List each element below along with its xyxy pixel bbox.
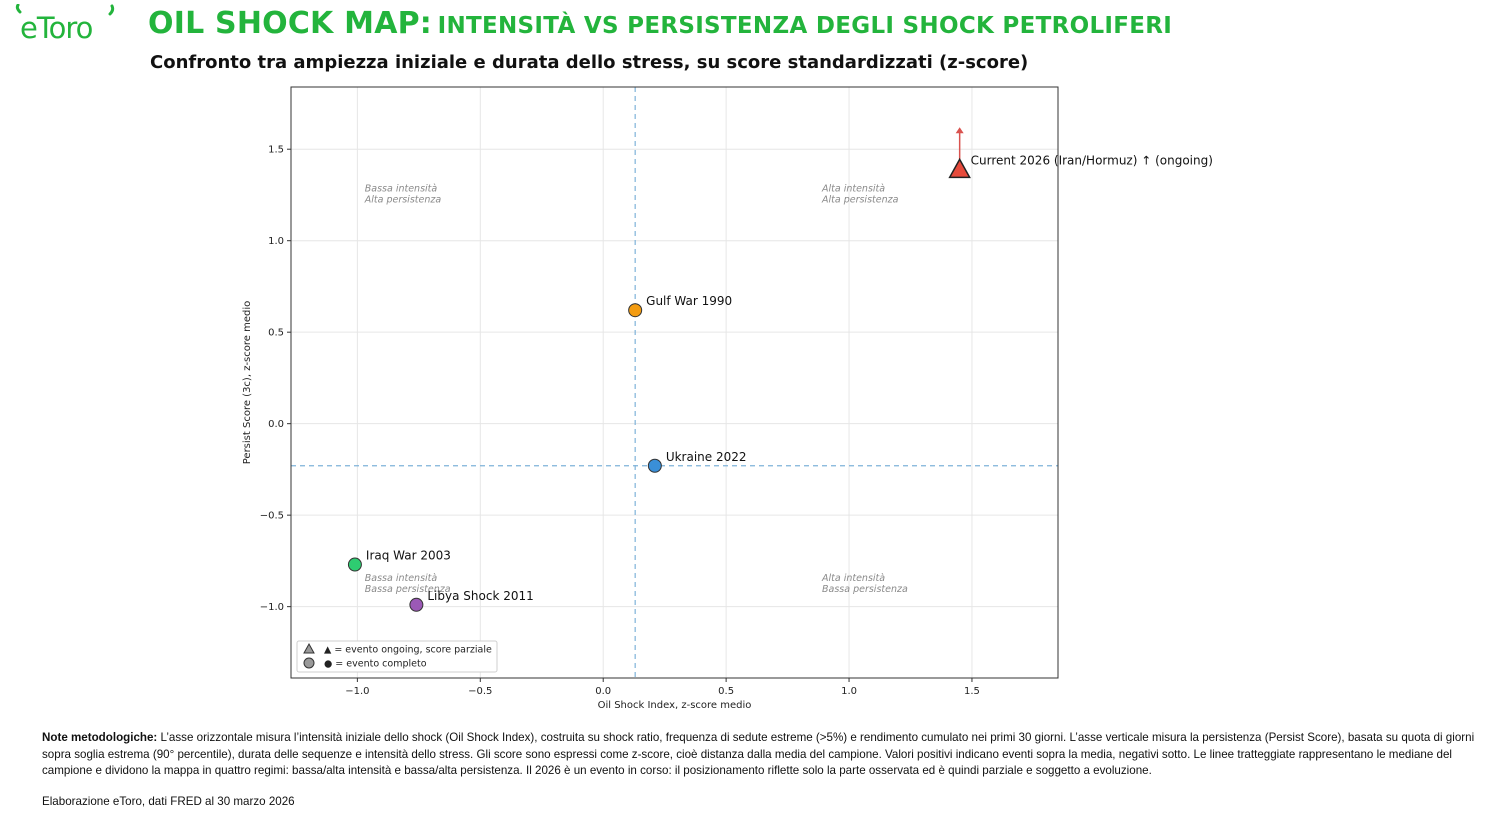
oil-shock-scatter-chart: −1.0 −0.5 0.0 0.5 1.0 1.5 −1.0 −0.5 0.0 0.5 1.0 1.5… (242, 86, 1213, 711)
notes-heading: Note metodologiche: (42, 731, 158, 744)
y-tick-label: 0.5 (268, 328, 284, 339)
legend-entry-text: ● = evento completo (324, 659, 427, 670)
point-marker-triangle (948, 157, 971, 179)
point-marker-circle (409, 597, 424, 612)
point-label: Ukraine 2022 (666, 450, 747, 464)
point-marker-circle (647, 458, 662, 473)
point-label: Current 2026 (Iran/Hormuz) ↑ (ongoing) (971, 153, 1213, 167)
quadrant-label: Alta intensità (821, 183, 885, 194)
y-tick-label: 1.5 (268, 145, 284, 156)
quadrant-label: Bassa intensità (365, 183, 438, 194)
y-tick-label: −1.0 (260, 602, 284, 613)
legend-marker-triangle (303, 642, 315, 654)
title-rest: INTENSITÀ VS PERSISTENZA DEGLI SHOCK PET… (437, 13, 1173, 39)
point-marker-circle (628, 303, 643, 318)
point-label: Iraq War 2003 (366, 549, 451, 563)
page-title: OIL SHOCK MAP: INTENSITÀ VS PERSISTENZA … (148, 6, 1172, 41)
legend-entry-text: ▲ = evento ongoing, score parziale (324, 645, 492, 656)
x-tick-label: 1.0 (841, 686, 857, 697)
y-tick-label: 0.0 (268, 419, 284, 430)
quadrant-label: Bassa intensità (365, 573, 438, 584)
quadrant-label: Bassa persistenza (822, 584, 908, 595)
trend-arrow-icon (955, 127, 964, 134)
etoro-logo-text: eToro (20, 11, 93, 45)
x-tick-label: −1.0 (345, 686, 369, 697)
quadrant-label: Alta persistenza (364, 194, 442, 205)
x-tick-label: 0.5 (718, 686, 734, 697)
x-tick-label: 1.5 (964, 686, 980, 697)
title-main: OIL SHOCK MAP: (148, 6, 433, 41)
legend-marker-circle (303, 657, 315, 669)
plot-frame (290, 86, 1059, 679)
quadrant-label: Alta intensità (821, 573, 885, 584)
legend-box (296, 640, 498, 673)
source-note: Elaborazione eToro, dati FRED al 30 marz… (42, 795, 295, 808)
logo-left-flick-icon (15, 4, 22, 14)
page-subtitle: Confronto tra ampiezza iniziale e durata… (150, 52, 1029, 73)
quadrant-label: Alta persistenza (821, 194, 899, 205)
x-tick-label: −0.5 (468, 686, 492, 697)
logo-right-flick-icon (108, 4, 115, 16)
etoro-logo: eToro (15, 4, 115, 45)
y-axis-label: Persist Score (3c), z-score medio (242, 301, 253, 465)
quadrant-label: Bassa persistenza (365, 584, 451, 595)
y-tick-label: 1.0 (268, 236, 284, 247)
plot-area (291, 87, 1058, 678)
point-marker-circle (347, 557, 362, 572)
point-label: Libya Shock 2011 (427, 589, 533, 603)
y-tick-label: −0.5 (260, 511, 284, 522)
x-tick-label: 0.0 (595, 686, 611, 697)
methodology-notes: Note metodologiche: L’asse orizzontale m… (42, 730, 1482, 780)
point-label: Gulf War 1990 (646, 294, 732, 308)
x-axis-label: Oil Shock Index, z-score medio (598, 700, 752, 711)
notes-body: L’asse orizzontale misura l’intensità in… (42, 731, 1475, 777)
